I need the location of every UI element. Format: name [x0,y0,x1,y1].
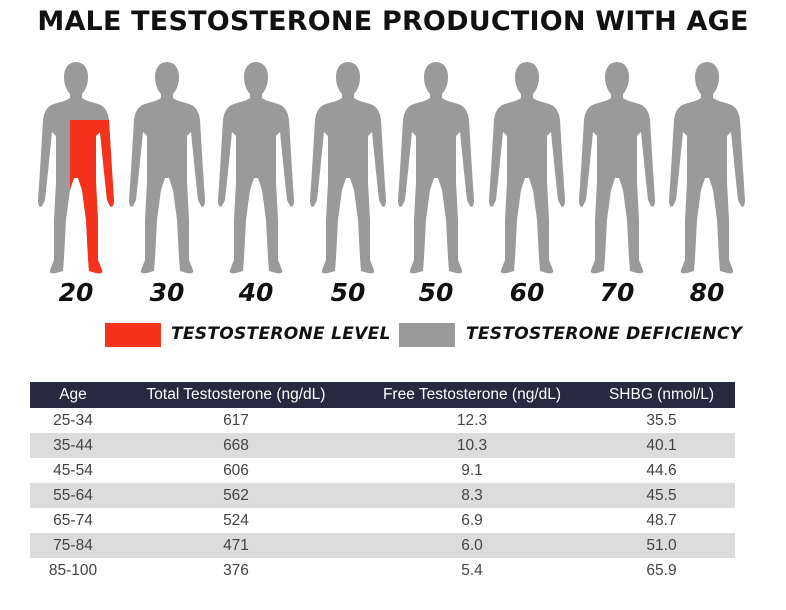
table-cell: 12.3 [356,408,588,433]
legend-label-deficiency: TESTOSTERONE DEFICIENCY [466,324,743,344]
deficiency-fill [489,62,565,274]
deficiency-fill [218,62,294,274]
age-label: 50 [330,278,366,307]
age-label: 70 [599,278,635,307]
table-cell: 524 [116,508,356,533]
table-cell: 8.3 [356,483,588,508]
legend-swatch-level [105,323,161,347]
table-row: 85-100 376 5.4 65.9 [30,558,735,583]
testosterone-table: Age Total Testosterone (ng/dL) Free Test… [30,382,735,583]
column-header-total-testosterone: Total Testosterone (ng/dL) [116,382,356,408]
legend-label-level: TESTOSTERONE LEVEL [171,324,391,344]
column-header-age: Age [30,382,116,408]
body-figure [579,62,655,274]
table-cell: 45-54 [30,458,116,483]
table-cell: 35-44 [30,433,116,458]
deficiency-fill [579,62,655,274]
table-cell: 6.9 [356,508,588,533]
age-label: 40 [238,278,274,307]
table-cell: 617 [116,408,356,433]
table-cell: 35.5 [588,408,735,433]
body-figure [489,62,565,274]
deficiency-fill [129,62,205,274]
table-row: 75-84 471 6.0 51.0 [30,533,735,558]
chart-title: MALE TESTOSTERONE PRODUCTION WITH AGE [37,6,749,37]
table-row: 65-74 524 6.9 48.7 [30,508,735,533]
table-cell: 51.0 [588,533,735,558]
table-cell: 10.3 [356,433,588,458]
body-figures [38,62,745,274]
table-header-row: Age Total Testosterone (ng/dL) Free Test… [30,382,735,408]
table-cell: 376 [116,558,356,583]
body-figure [669,62,745,274]
age-label: 20 [58,278,94,307]
table-cell: 65.9 [588,558,735,583]
age-label: 30 [149,278,185,307]
body-figure [310,62,386,274]
table-row: 25-34 617 12.3 35.5 [30,408,735,433]
table-cell: 471 [116,533,356,558]
age-label: 50 [418,278,454,307]
body-figure [38,62,114,274]
table-cell: 40.1 [588,433,735,458]
table-cell: 45.5 [588,483,735,508]
table-cell: 48.7 [588,508,735,533]
table-row: 55-64 562 8.3 45.5 [30,483,735,508]
table-cell: 75-84 [30,533,116,558]
body-figure [218,62,294,274]
table-cell: 562 [116,483,356,508]
table-cell: 65-74 [30,508,116,533]
age-label: 80 [689,278,725,307]
column-header-shbg: SHBG (nmol/L) [588,382,735,408]
table-cell: 85-100 [30,558,116,583]
table-cell: 44.6 [588,458,735,483]
deficiency-fill [669,62,745,274]
table-cell: 25-34 [30,408,116,433]
table-cell: 668 [116,433,356,458]
table-cell: 55-64 [30,483,116,508]
table-row: 45-54 606 9.1 44.6 [30,458,735,483]
table-cell: 6.0 [356,533,588,558]
body-figure [398,62,474,274]
body-figure [129,62,205,274]
table-row: 35-44 668 10.3 40.1 [30,433,735,458]
column-header-free-testosterone: Free Testosterone (ng/dL) [356,382,588,408]
legend-swatch-deficiency [399,323,455,347]
deficiency-fill [310,62,386,274]
table-cell: 9.1 [356,458,588,483]
deficiency-fill [398,62,474,274]
table-cell: 5.4 [356,558,588,583]
age-label: 60 [509,278,545,307]
table-cell: 606 [116,458,356,483]
